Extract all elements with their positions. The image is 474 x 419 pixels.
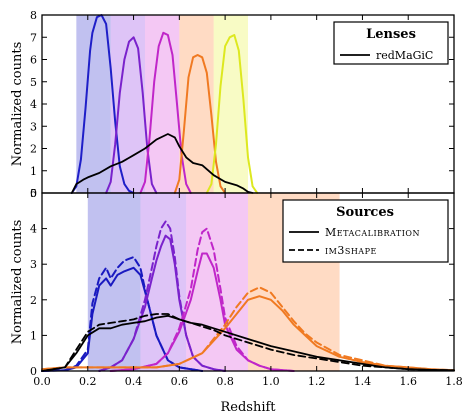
source-series-6-dashed-line [109,227,295,372]
x-tick-label: 1.0 [262,375,280,388]
x-axis-label: Redshift [220,400,276,415]
y-tick-label: 6 [30,54,37,67]
bottom-y-ticks: 0 1 2 3 4 5 [30,187,454,378]
sources-legend: Sources Metacalibration im3shape [282,199,449,263]
y-tick-label: 3 [30,120,37,133]
source-series-4-dashed-line [98,220,227,372]
x-tick-label: 1.8 [445,375,463,388]
source-series-2-dashed-line [41,256,204,372]
y-tick-label: 8 [30,9,37,22]
y-tick-label: 0 [30,365,37,378]
lenses-legend: Lenses redMaGiC [333,21,449,65]
source-bin-band-2 [140,193,187,371]
y-tick-label: 2 [30,294,37,307]
sources-panel: 0 1 2 3 4 5 0.0 0.2 0.4 0.6 0.8 1.0 1.2 1.4 1.6 1.8 No… [10,187,463,415]
bottom-plot-frame [41,192,455,372]
lens-bin-band-3 [145,15,180,193]
y-tick-label: 0 [30,187,37,200]
y-tick-label: 3 [30,258,37,271]
y-tick-label: 5 [30,187,37,200]
y-tick-label: 5 [30,76,37,89]
x-tick-label: 0.8 [216,375,234,388]
lens-series-5-line [205,34,259,194]
x-tick-label: 1.6 [399,375,417,388]
y-tick-label: 7 [30,31,37,44]
y-tick-label: 1 [30,329,37,342]
y-tick-label: 2 [30,143,37,156]
lens-bin-band-4 [179,15,214,193]
lens-bin-band-1 [76,15,111,193]
lens-series-4-line [173,54,227,194]
x-tick-label: 0.6 [171,375,189,388]
sources-legend-entry-metacalibration: Metacalibration [325,226,420,239]
x-tick-label: 1.2 [308,375,326,388]
sources-legend-title: Sources [336,205,394,220]
x-tick-label: 0.4 [125,375,143,388]
top-ylabel: Normalized counts [10,42,25,167]
y-tick-label: 4 [30,223,37,236]
lenses-panel: 0 1 2 3 4 5 6 7 8 Normalized counts Lenses redMa… [10,9,455,200]
lenses-legend-title: Lenses [366,27,416,42]
lenses-legend-entry: redMaGiC [376,49,433,62]
source-curves [41,220,455,372]
y-tick-label: 4 [30,98,37,111]
source-series-8-dashed-line [41,286,455,372]
sources-legend-entry-im3shape: im3shape [325,244,377,257]
lens-bin-band-2 [110,15,145,193]
x-tick-label: 0.0 [33,375,51,388]
bottom-ylabel: Normalized counts [10,220,25,345]
x-tick-label: 0.2 [79,375,97,388]
y-tick-label: 1 [30,165,37,178]
lenses-legend-box [333,21,449,65]
lens-series-6-line [70,133,254,194]
lens-bin-bands [76,15,248,193]
source-series-10-dashed-line [41,313,455,372]
bottom-x-ticks: 0.0 0.2 0.4 0.6 0.8 1.0 1.2 1.4 1.6 1.8 [33,193,463,388]
sources-legend-box [282,199,449,263]
x-tick-label: 1.4 [354,375,372,388]
